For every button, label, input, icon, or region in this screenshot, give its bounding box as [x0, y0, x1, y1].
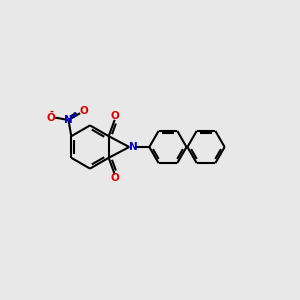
Text: O: O: [80, 106, 88, 116]
Text: N: N: [64, 115, 73, 125]
Text: O: O: [110, 111, 119, 121]
Text: +: +: [71, 111, 77, 120]
Text: N: N: [129, 142, 138, 152]
Text: O: O: [47, 112, 56, 123]
Text: -: -: [49, 107, 53, 117]
Text: O: O: [110, 173, 119, 183]
